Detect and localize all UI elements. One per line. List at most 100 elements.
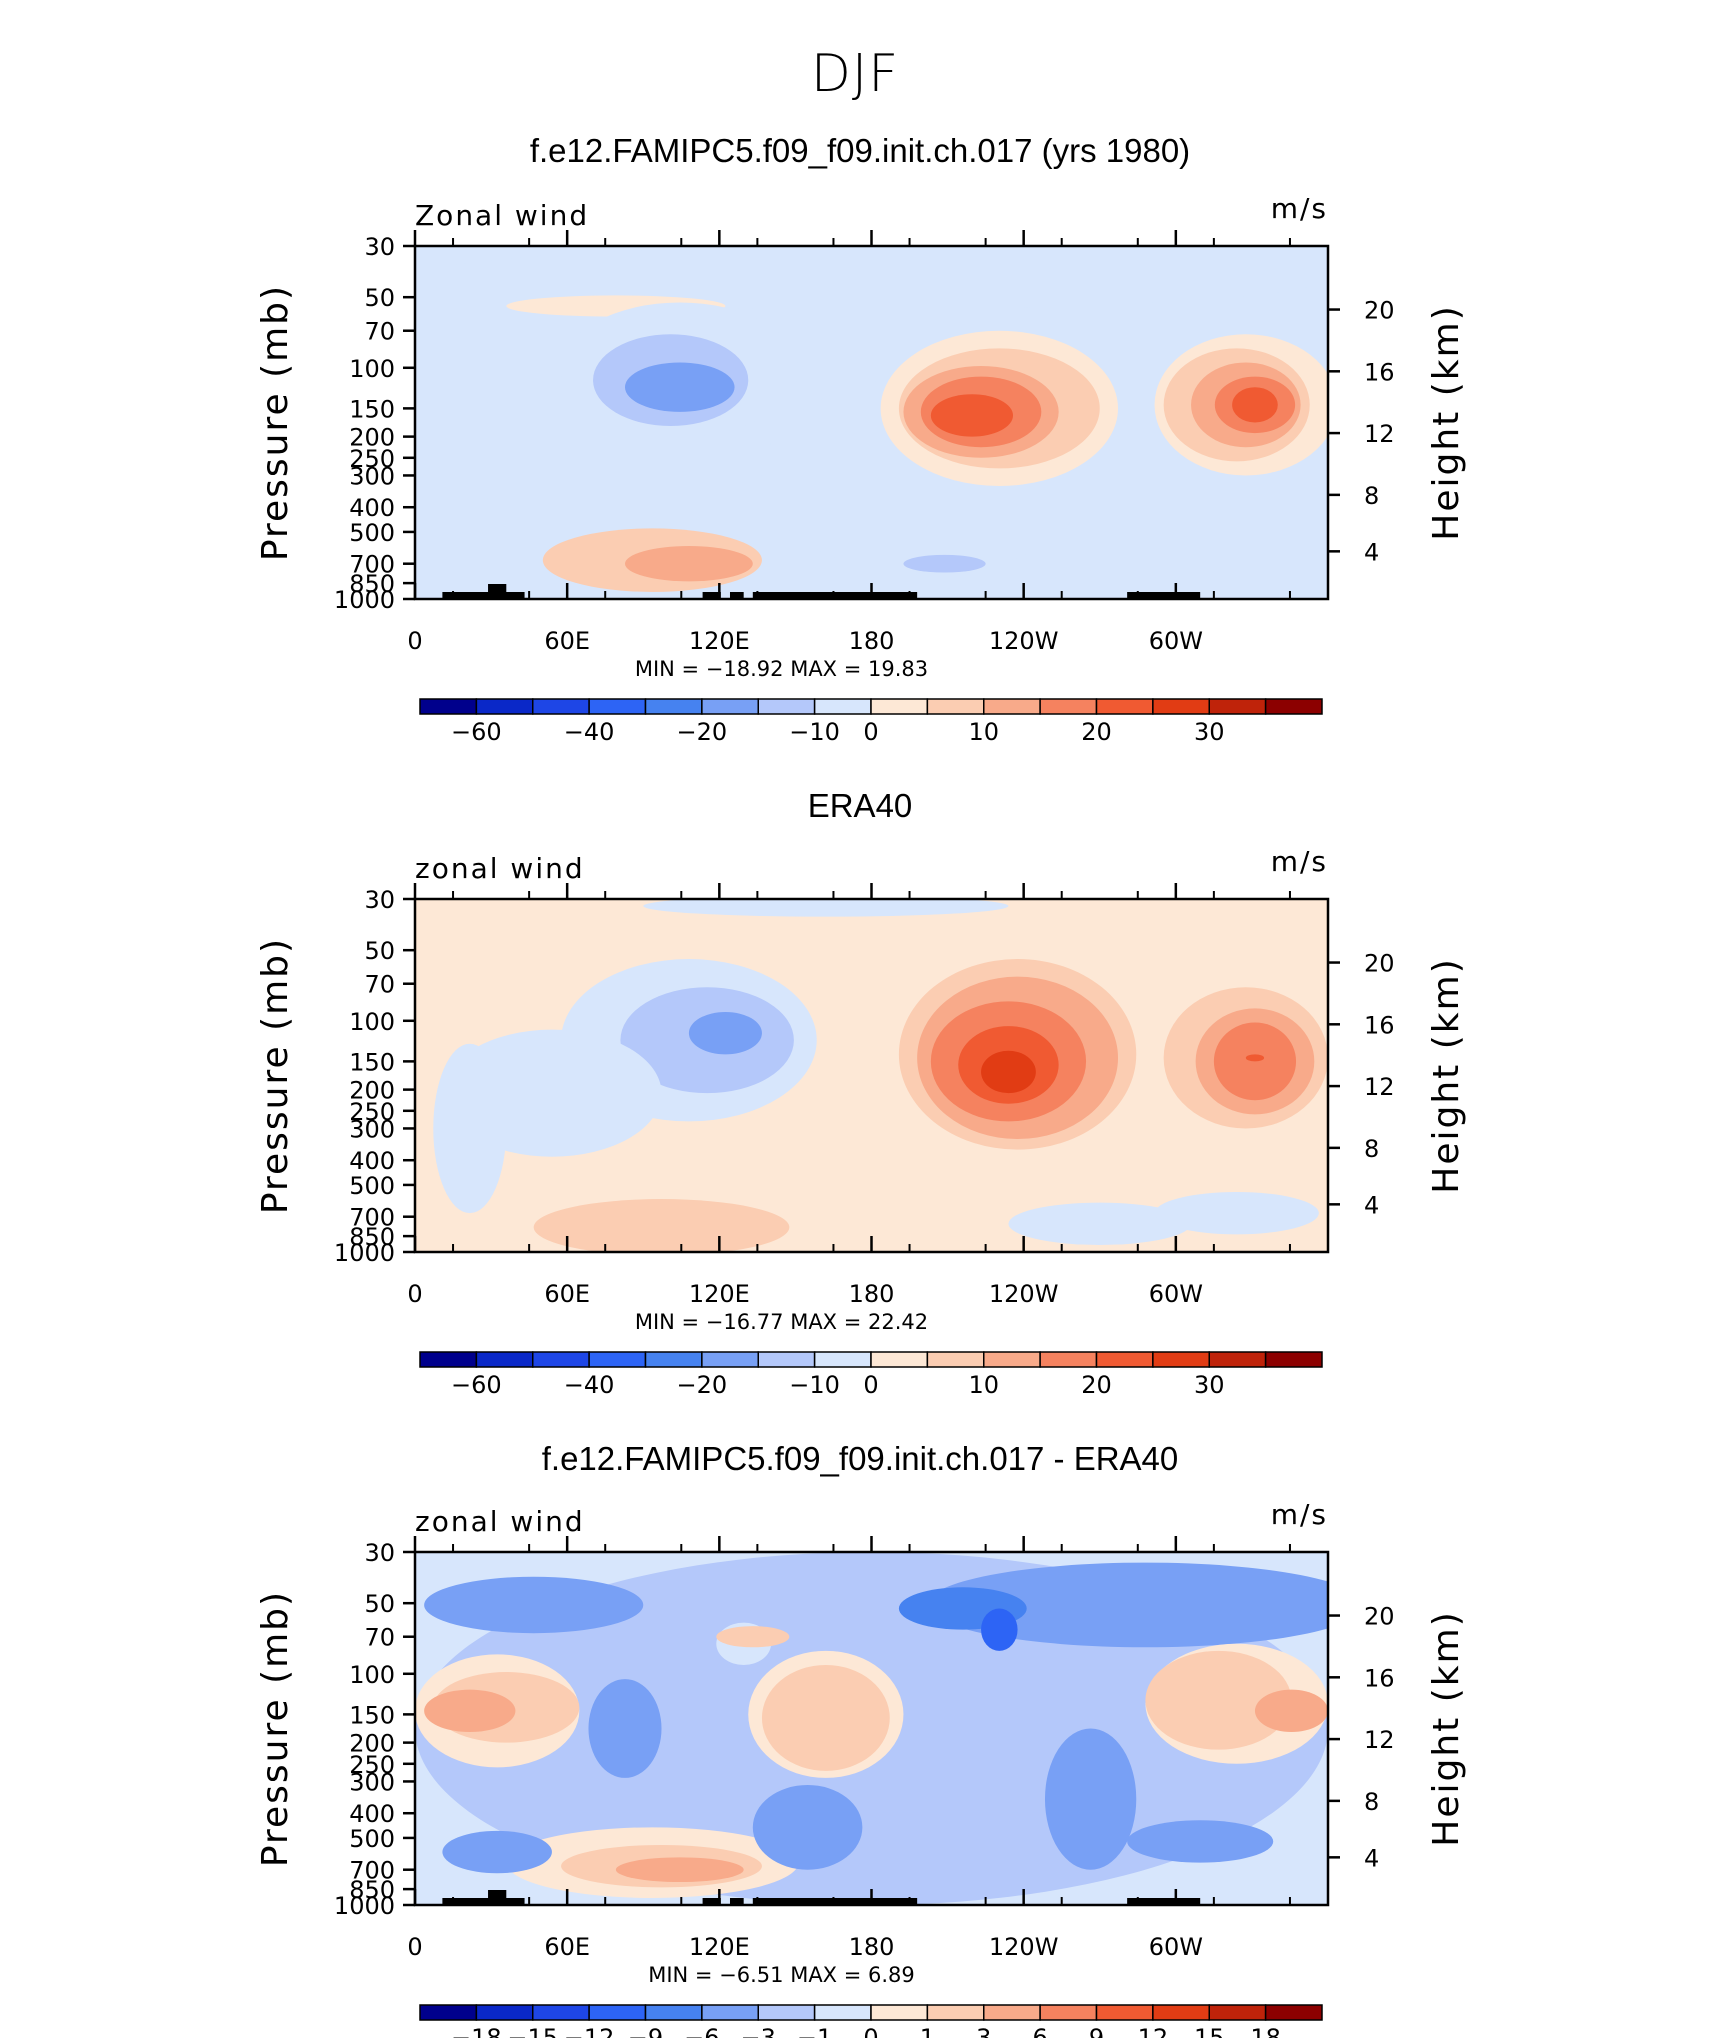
colorbar-swatch	[757, 1351, 816, 1368]
contour-field	[415, 899, 1328, 1252]
contour-region	[1213, 1022, 1297, 1101]
y-tick-label: 1000	[334, 1239, 395, 1267]
x-tick-label: 0	[407, 1933, 422, 1961]
chart-panel-1: 0 60E 120E 180 120W 60W3050701001502002503004…	[255, 192, 1467, 746]
y-tick-label: 400	[349, 1147, 395, 1175]
colorbar-label: −10	[789, 1371, 840, 1399]
contour-region	[1254, 1689, 1328, 1733]
contour-field	[415, 1552, 1328, 1905]
colorbar-label: 1	[920, 2024, 935, 2038]
colorbar-swatch	[701, 2004, 759, 2021]
y-axis-title: Pressure (mb)	[255, 1590, 296, 1867]
y2-tick-label: 20	[1364, 950, 1395, 978]
colorbar-swatch	[1039, 698, 1098, 715]
colorbar-swatch	[757, 698, 816, 715]
colorbar-swatch	[870, 1351, 929, 1368]
y-tick-label: 70	[364, 1624, 395, 1652]
y2-tick-label: 4	[1364, 538, 1379, 566]
contour-region	[643, 899, 1009, 917]
colorbar-swatch	[701, 1351, 759, 1368]
x-tick-label: 120W	[989, 1280, 1059, 1308]
colorbar-swatch	[419, 1351, 478, 1368]
colorbar-swatch	[588, 1351, 647, 1368]
topography	[488, 1890, 507, 1905]
min-max-stats: MIN = −6.51 MAX = 6.89	[648, 1963, 915, 1987]
colorbar-swatch	[813, 698, 872, 715]
colorbar-swatch	[1095, 698, 1154, 715]
topography	[752, 592, 918, 599]
contour-region	[752, 1784, 863, 1870]
y2-tick-label: 16	[1364, 358, 1395, 386]
contour-region	[615, 1857, 744, 1883]
y-tick-label: 200	[349, 424, 395, 452]
variable-label: zonal wind	[415, 1505, 585, 1538]
y-axis-title: Pressure (mb)	[255, 284, 296, 561]
topography	[752, 1898, 918, 1905]
colorbar-label: 10	[968, 1371, 999, 1399]
y-tick-label: 500	[349, 1825, 395, 1853]
y-tick-label: 500	[349, 519, 395, 547]
colorbar-label: −40	[564, 718, 615, 746]
y-axis-title: Pressure (mb)	[255, 937, 296, 1214]
colorbar-label: 18	[1250, 2024, 1281, 2038]
y2-tick-label: 12	[1364, 1073, 1395, 1101]
colorbar-swatch	[1208, 698, 1267, 715]
x-tick-label: 180	[849, 1933, 895, 1961]
colorbar-label: 0	[863, 1371, 878, 1399]
y-tick-label: 1000	[334, 1892, 395, 1920]
contour-region	[1044, 1728, 1137, 1870]
colorbar-swatch	[419, 2004, 478, 2021]
colorbar-label: −1	[797, 2024, 832, 2038]
min-max-stats: MIN = −18.92 MAX = 19.83	[635, 657, 928, 681]
x-tick-label: 120W	[989, 627, 1059, 655]
variable-label: Zonal wind	[415, 199, 589, 232]
topography	[702, 592, 721, 599]
y-tick-label: 100	[349, 1008, 395, 1036]
y-tick-label: 400	[349, 494, 395, 522]
colorbar-label: 30	[1194, 1371, 1225, 1399]
colorbar-label: 15	[1194, 2024, 1225, 2038]
colorbar-label: 20	[1081, 718, 1112, 746]
y2-tick-label: 12	[1364, 420, 1395, 448]
colorbar-label: −12	[564, 2024, 615, 2038]
contour-region	[716, 1626, 790, 1648]
contour-region	[926, 1562, 1328, 1648]
contour-field	[415, 246, 1328, 599]
x-tick-label: 0	[407, 1280, 422, 1308]
y-tick-label: 300	[349, 1768, 395, 1796]
contour-region	[1154, 1191, 1319, 1235]
colorbar-label: −15	[507, 2024, 558, 2038]
x-tick-label: 60W	[1149, 627, 1203, 655]
colorbar-swatch	[532, 2004, 590, 2021]
contour-region	[1245, 1054, 1265, 1062]
panel-title: ERA40	[807, 787, 913, 824]
colorbar-swatch	[983, 698, 1041, 715]
y-tick-label: 100	[349, 355, 395, 383]
y2-tick-label: 20	[1364, 297, 1395, 325]
y-tick-label: 30	[364, 886, 395, 914]
colorbar-swatch	[813, 1351, 872, 1368]
colorbar-swatch	[1208, 1351, 1267, 1368]
contour-region	[415, 246, 1328, 310]
panel-title: f.e12.FAMIPC5.f09_f09.init.ch.017 (yrs 1…	[529, 132, 1191, 169]
y-tick-label: 250	[349, 1751, 395, 1779]
colorbar-label: −9	[628, 2024, 663, 2038]
colorbar-label: 0	[863, 718, 878, 746]
panel-title: f.e12.FAMIPC5.f09_f09.init.ch.017 - ERA4…	[541, 1440, 1179, 1477]
colorbar-swatch	[1264, 2004, 1323, 2021]
min-max-stats: MIN = −16.77 MAX = 22.42	[635, 1310, 928, 1334]
colorbar-swatch	[644, 1351, 703, 1368]
chart-panel-2: 0 60E 120E 180 120W 60W3050701001502002503004…	[255, 845, 1467, 1399]
variable-label: zonal wind	[415, 852, 585, 885]
y-tick-label: 700	[349, 1204, 395, 1232]
contour-region	[624, 362, 735, 412]
y-tick-label: 150	[349, 1048, 395, 1076]
colorbar-swatch	[870, 698, 929, 715]
colorbar-label: −6	[684, 2024, 719, 2038]
y-tick-label: 150	[349, 395, 395, 423]
colorbar-label: 3	[976, 2024, 991, 2038]
y-tick-label: 700	[349, 551, 395, 579]
x-tick-label: 0	[407, 627, 422, 655]
colorbar-label: 6	[1032, 2024, 1047, 2038]
y-tick-label: 100	[349, 1661, 395, 1689]
